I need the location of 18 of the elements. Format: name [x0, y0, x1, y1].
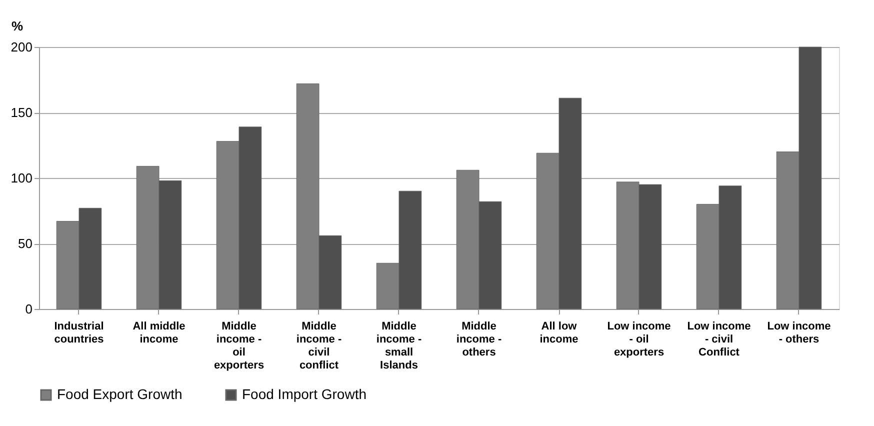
y-tick-label: 0 [25, 302, 32, 316]
legend-label: Food Import Growth [242, 386, 366, 402]
x-tick-label: Low income - others [767, 320, 831, 346]
x-tick-label: Low income - oil exporters [607, 320, 671, 358]
x-tick-label: All low income [540, 320, 578, 346]
y-tick-label: 150 [10, 105, 32, 120]
y-tick-label: 50 [18, 236, 32, 251]
y-axis-title: % [12, 18, 24, 34]
y-tick-label: 100 [10, 170, 32, 186]
x-tick-label: Middle income - others [456, 320, 502, 358]
x-tick-label: Middle income - oil exporters [214, 320, 264, 372]
x-tick-label: Industrial countries [54, 320, 104, 346]
y-tick-label: 200 [10, 40, 32, 54]
x-tick-label: Middle income - civil conflict [296, 320, 342, 372]
x-tick-label: Low income - civil Conflict [687, 320, 751, 358]
x-tick-label: All middle income [132, 320, 186, 346]
legend-label: Food Export Growth [57, 386, 182, 402]
x-tick-label: Middle income - small Islands [376, 320, 422, 372]
